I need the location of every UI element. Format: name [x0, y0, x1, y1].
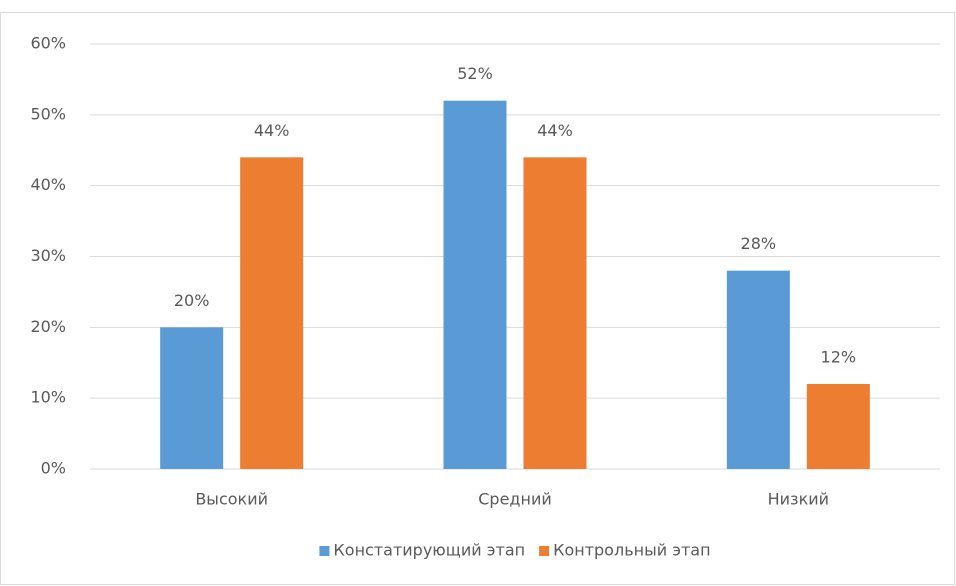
bar [523, 157, 587, 470]
value-label: 44% [254, 121, 290, 140]
legend-label: Констатирующий этап [333, 541, 525, 560]
bar [443, 100, 507, 470]
y-tick-label: 0% [41, 459, 66, 478]
legend-item: Контрольный этап [539, 541, 711, 560]
x-tick-label: Средний [478, 490, 552, 509]
y-tick-label: 30% [30, 246, 66, 265]
bar [240, 157, 304, 470]
legend-item: Констатирующий этап [319, 541, 525, 560]
y-tick-label: 20% [30, 317, 66, 336]
legend-label: Контрольный этап [553, 541, 710, 560]
value-label: 52% [457, 64, 493, 83]
y-tick-label: 40% [30, 175, 66, 194]
y-tick-label: 50% [30, 104, 66, 123]
value-label: 44% [537, 121, 573, 140]
x-tick-label: Низкий [768, 490, 829, 509]
y-tick-label: 10% [30, 388, 66, 407]
x-tick-label: Высокий [195, 490, 268, 509]
value-label: 20% [174, 291, 210, 310]
legend-swatch [539, 546, 550, 556]
bar [806, 384, 870, 469]
y-tick-label: 60% [30, 34, 66, 53]
value-label: 28% [741, 234, 777, 253]
bar [160, 327, 224, 469]
legend-swatch [319, 546, 330, 556]
value-label: 12% [821, 348, 857, 367]
bar [726, 270, 790, 469]
